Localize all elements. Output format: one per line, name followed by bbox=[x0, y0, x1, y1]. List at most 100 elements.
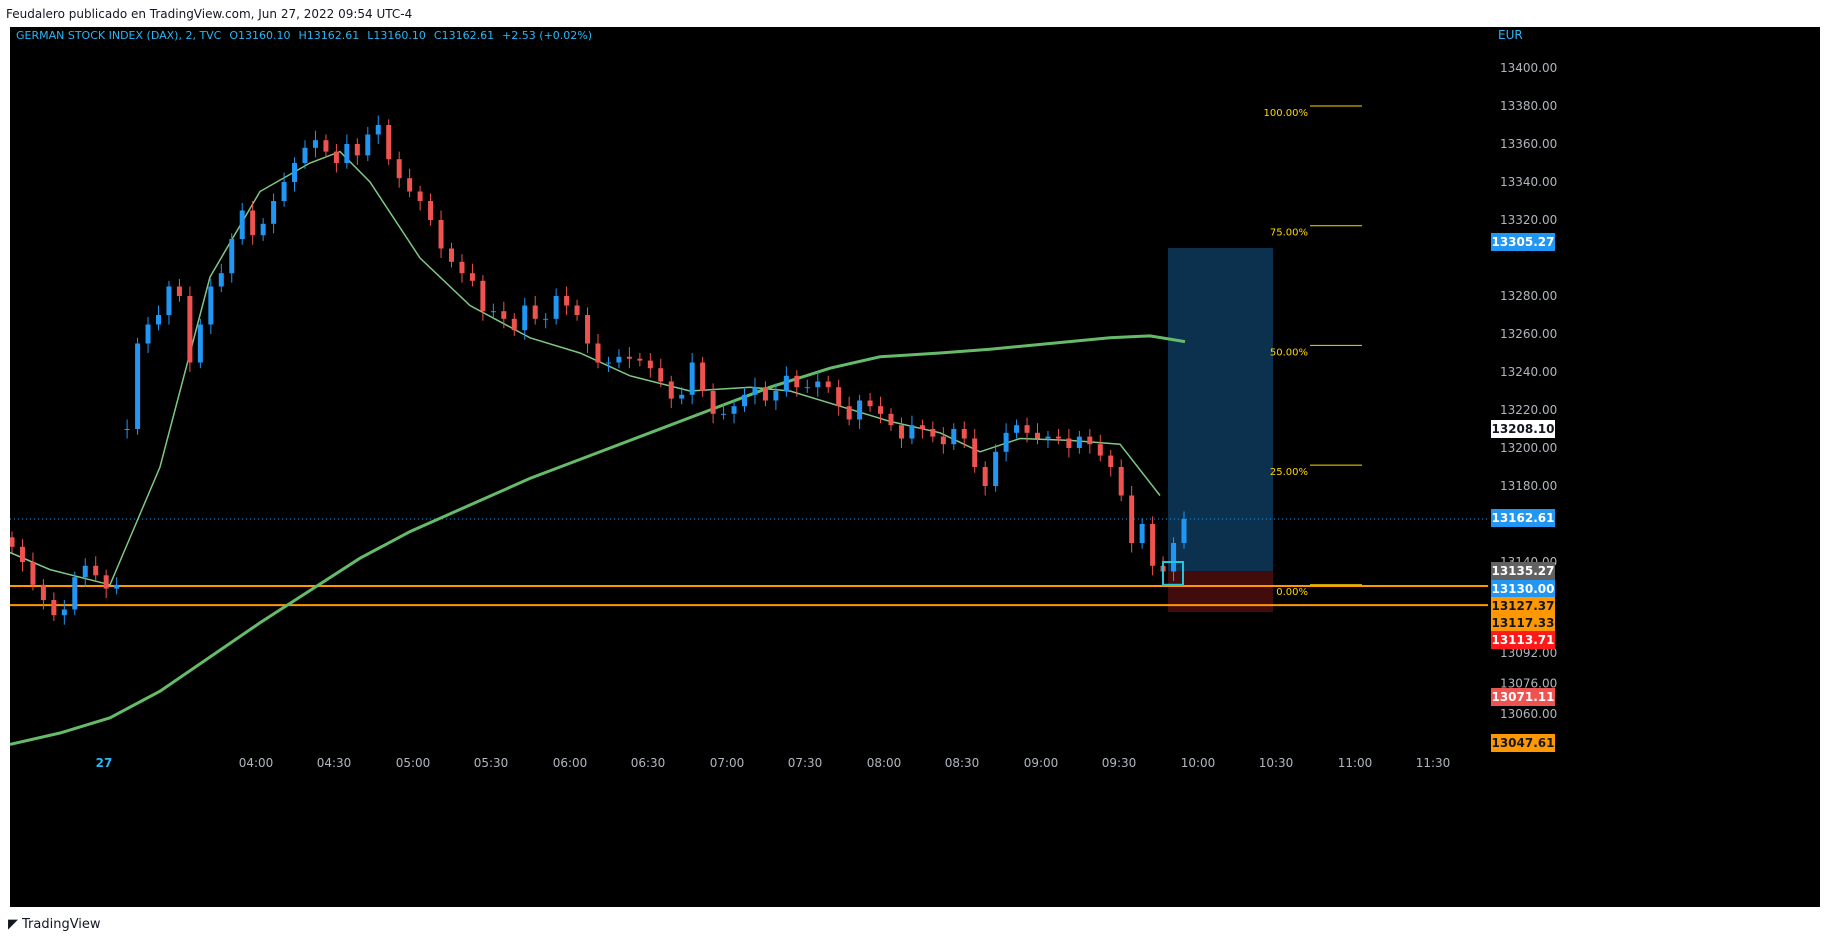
price-label-box bbox=[1491, 509, 1555, 527]
candle-body bbox=[250, 210, 256, 236]
candle-body bbox=[61, 609, 67, 616]
ma-slow-line bbox=[9, 334, 1186, 746]
candle-body bbox=[878, 406, 884, 414]
y-tick-label: 13400.00 bbox=[1500, 61, 1557, 75]
candle-body bbox=[176, 286, 182, 296]
price-label: 13305.27 bbox=[1491, 235, 1554, 249]
candle-body bbox=[783, 375, 789, 391]
candle-body bbox=[1097, 444, 1103, 456]
candle-body bbox=[867, 400, 873, 407]
price-label-box bbox=[1491, 614, 1555, 632]
candle-body bbox=[396, 159, 402, 179]
candle-body bbox=[1014, 425, 1020, 433]
candle-body bbox=[532, 305, 538, 319]
candle-body bbox=[469, 273, 475, 281]
candle-body bbox=[794, 375, 800, 388]
entry-box bbox=[1162, 561, 1184, 586]
x-tick-label: 10:00 bbox=[1181, 756, 1216, 770]
candle-body bbox=[417, 191, 423, 201]
candle-body bbox=[459, 261, 465, 274]
price-label: 13127.37 bbox=[1491, 599, 1554, 613]
x-tick-label: 04:00 bbox=[239, 756, 274, 770]
tradingview-brand[interactable]: ◤ TradingView bbox=[8, 917, 101, 932]
candle-body bbox=[773, 391, 779, 401]
candle-body bbox=[553, 296, 559, 319]
candle-body bbox=[825, 381, 831, 388]
price-label-box bbox=[1491, 580, 1555, 598]
x-tick-label: 27 bbox=[96, 756, 113, 770]
x-tick-label: 04:30 bbox=[317, 756, 352, 770]
candle-body bbox=[668, 381, 674, 399]
candle-body bbox=[93, 565, 99, 576]
candle-body bbox=[762, 387, 768, 401]
candle-body bbox=[135, 343, 141, 429]
tradingview-logo-icon: ◤ bbox=[8, 917, 18, 932]
x-tick-label: 05:00 bbox=[396, 756, 431, 770]
candle-body bbox=[1024, 425, 1030, 433]
price-axis: 13400.00 13380.00 13360.00 13340.00 13320.00… bbox=[1500, 61, 1557, 721]
candle-body bbox=[1181, 519, 1187, 543]
candle-body bbox=[585, 315, 591, 344]
candle-body bbox=[1055, 436, 1061, 439]
candle-body bbox=[51, 600, 57, 616]
candle-body bbox=[689, 362, 695, 395]
candle-body bbox=[375, 125, 381, 135]
candle-body bbox=[605, 362, 611, 364]
candle-body bbox=[9, 537, 15, 547]
candle-body bbox=[595, 343, 601, 363]
candle-body bbox=[564, 296, 570, 306]
x-tick-label: 09:00 bbox=[1024, 756, 1059, 770]
candle-body bbox=[930, 429, 936, 437]
candle-body bbox=[522, 305, 528, 331]
candle-body bbox=[1076, 436, 1082, 448]
symbol-legend: GERMAN STOCK INDEX (DAX), 2, TVC O13160.1… bbox=[16, 29, 592, 42]
time-axis: 27 04:00 04:30 05:00 05:30 06:00 06:30 07:00 07:… bbox=[96, 756, 1451, 770]
candles bbox=[9, 115, 1187, 625]
candle-body bbox=[302, 147, 308, 163]
candle-body bbox=[543, 318, 549, 320]
y-tick-label: 13260.00 bbox=[1500, 327, 1557, 341]
candle-body bbox=[1171, 543, 1177, 572]
candle-body bbox=[30, 562, 36, 585]
price-label-box bbox=[1491, 233, 1555, 251]
ma-fast-line bbox=[9, 150, 1161, 586]
x-tick-label: 11:00 bbox=[1338, 756, 1373, 770]
candle-body bbox=[511, 318, 517, 331]
candle-body bbox=[438, 220, 444, 249]
chart-area[interactable]: 100.00% 75.00% 50.00% 25.00% 0.00% 13400.00 1… bbox=[9, 27, 1820, 907]
candle-body bbox=[208, 286, 214, 325]
x-tick-label: 08:00 bbox=[867, 756, 902, 770]
y-tick-label: 13220.00 bbox=[1500, 403, 1557, 417]
candle-body bbox=[114, 584, 120, 589]
y-tick-label: 13380.00 bbox=[1500, 99, 1557, 113]
y-tick-label: 13060.00 bbox=[1500, 707, 1557, 721]
candle-body bbox=[1035, 432, 1040, 439]
candle-body bbox=[449, 248, 454, 262]
candlestick-chart[interactable]: 100.00%75.00%50.00%25.00%0.00% 13400.001… bbox=[9, 27, 1820, 907]
candle-body bbox=[218, 273, 224, 287]
candle-body bbox=[1045, 436, 1051, 439]
x-tick-label: 06:30 bbox=[631, 756, 666, 770]
price-label: 13113.71 bbox=[1491, 633, 1554, 647]
entry-marker bbox=[1162, 561, 1184, 586]
candle-body bbox=[1118, 467, 1124, 496]
price-label-box bbox=[1491, 631, 1555, 649]
fib-label-2: 50.00% bbox=[1270, 347, 1308, 358]
x-tick-label: 11:30 bbox=[1416, 756, 1451, 770]
y-tick-label: 13076.00 bbox=[1500, 677, 1557, 691]
candle-body bbox=[428, 201, 434, 220]
x-tick-label: 10:30 bbox=[1259, 756, 1294, 770]
price-label-box bbox=[1491, 597, 1555, 615]
candle-body bbox=[616, 356, 622, 363]
fib-retracement: 100.00% 75.00% 50.00% 25.00% 0.00% bbox=[1264, 105, 1362, 598]
x-tick-label: 08:30 bbox=[945, 756, 980, 770]
brand-footer: ◤ TradingView bbox=[0, 910, 1825, 940]
candle-body bbox=[951, 429, 957, 445]
candle-body bbox=[721, 413, 727, 415]
candle-body bbox=[166, 286, 172, 315]
candle-body bbox=[292, 163, 298, 182]
fib-label-1: 75.00% bbox=[1270, 228, 1308, 239]
publish-header: Feudalero publicado en TradingView.com, … bbox=[0, 0, 1825, 26]
candle-body bbox=[626, 356, 632, 359]
candle-body bbox=[229, 239, 235, 274]
